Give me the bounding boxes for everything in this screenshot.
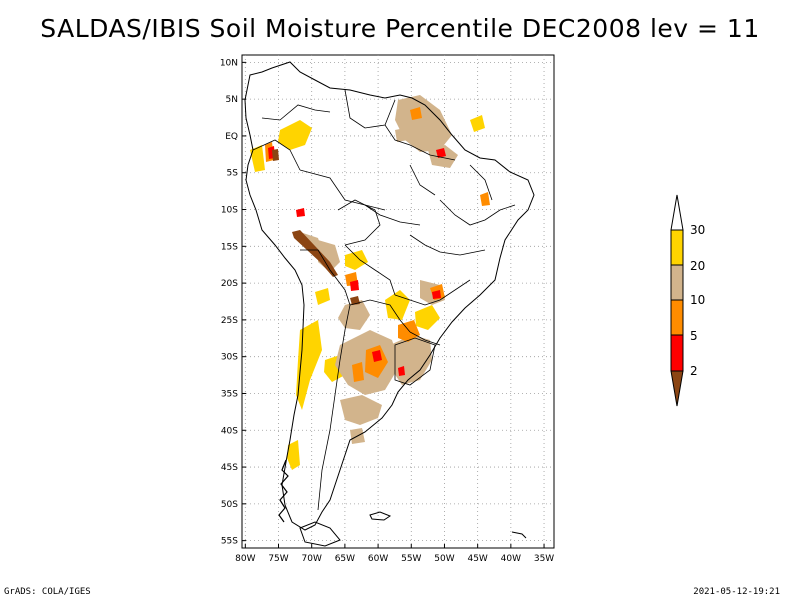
lat-tick-label: 20S <box>221 279 238 289</box>
chile-fjords <box>278 459 289 523</box>
shading-tan <box>338 300 370 330</box>
lon-tick-label: 45W <box>467 554 487 564</box>
lon-tick-label: 70W <box>302 554 322 564</box>
shading-tan <box>340 395 382 425</box>
lat-tick-label: 35S <box>221 389 238 399</box>
lat-tick-label: 15S <box>221 242 238 252</box>
lat-tick-label: 30S <box>221 353 238 363</box>
lat-tick-label: 40S <box>221 426 238 436</box>
shading-yellow <box>470 115 485 132</box>
lon-tick-label: 65W <box>335 554 355 564</box>
shading-yellow <box>345 250 368 270</box>
lat-tick-label: 25S <box>221 316 238 326</box>
shading-tan <box>395 128 408 142</box>
map-title: SALDAS/IBIS Soil Moisture Percentile DEC… <box>40 14 760 43</box>
colorbar-bottom-triangle <box>670 370 684 407</box>
shading-orange <box>352 362 364 382</box>
colorbar-bin-20-30 <box>670 229 684 266</box>
falkland-islands <box>369 511 392 521</box>
longitude-axis: 80W 75W 70W 65W 60W 55W 50W 45W 40W 35W <box>235 544 554 564</box>
shading-orange <box>365 345 388 378</box>
lat-tick-label: 55S <box>221 537 238 547</box>
lat-tick-label: 50S <box>221 500 238 510</box>
lon-tick-label: 75W <box>268 554 288 564</box>
colorbar-legend: 30 20 10 5 2 <box>670 194 705 407</box>
shading-orange <box>410 107 422 120</box>
shading-red <box>398 366 405 376</box>
footer-timestamp: 2021-05-12-19:21 <box>693 587 780 597</box>
lon-tick-label: 80W <box>235 554 255 564</box>
shading-yellow <box>287 440 300 470</box>
colorbar-bin-2-5 <box>670 334 684 372</box>
lat-tick-label: 10N <box>220 58 238 68</box>
footer-software-credit: GrADS: COLA/IGES <box>4 587 91 597</box>
colorbar-bin-5-10 <box>670 299 684 336</box>
colorbar-label-2: 2 <box>690 364 698 378</box>
shading-red <box>296 208 305 217</box>
colorbar-label-10: 10 <box>690 293 705 307</box>
lon-tick-label: 60W <box>368 554 388 564</box>
colorbar-bin-10-20 <box>670 264 684 301</box>
shading-brown <box>272 149 279 161</box>
lon-tick-label: 35W <box>534 554 554 564</box>
colorbar-label-20: 20 <box>690 259 705 273</box>
island-east <box>511 531 527 539</box>
lon-tick-label: 55W <box>401 554 421 564</box>
shading-yellow <box>250 145 265 172</box>
lat-tick-label: 10S <box>221 206 238 216</box>
shading-orange <box>480 192 490 206</box>
colorbar-label-30: 30 <box>690 223 705 237</box>
tierra-del-fuego <box>299 521 341 547</box>
shading-yellow <box>315 288 330 305</box>
lat-tick-label: 5N <box>226 95 238 105</box>
coastline <box>244 61 535 531</box>
lat-tick-label: 5S <box>227 169 239 179</box>
country-borders <box>252 89 516 511</box>
shading-yellow <box>415 305 440 330</box>
shading-red <box>432 290 441 299</box>
lon-tick-label: 50W <box>434 554 454 564</box>
shading-yellow <box>278 120 312 150</box>
lat-tick-label: 45S <box>221 463 238 473</box>
shading-red <box>436 148 446 158</box>
colorbar-label-5: 5 <box>690 329 698 343</box>
latitude-axis: 10N 5N EQ 5S 10S 15S 20S 25S 30S 35S 40S 45S 50S 55S <box>220 58 246 547</box>
shading-red <box>372 350 382 362</box>
shading-red <box>350 280 359 291</box>
lat-tick-label: EQ <box>225 132 238 142</box>
lon-tick-label: 40W <box>501 554 521 564</box>
shading-tan <box>395 95 452 152</box>
shading-brown <box>292 230 338 277</box>
colorbar-top-triangle <box>670 194 684 231</box>
